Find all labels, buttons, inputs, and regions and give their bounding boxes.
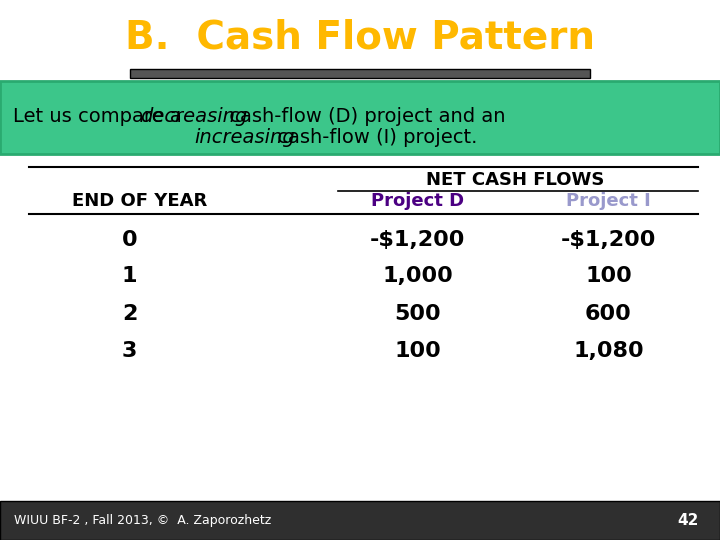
Text: B.  Cash Flow Pattern: B. Cash Flow Pattern [125, 19, 595, 57]
Text: 600: 600 [585, 304, 631, 325]
Text: 1,000: 1,000 [382, 266, 453, 287]
Text: 1: 1 [122, 266, 138, 287]
Text: WIUU BF-2 , Fall 2013, ©  A. Zaporozhetz: WIUU BF-2 , Fall 2013, © A. Zaporozhetz [14, 514, 271, 527]
Text: NET CASH FLOWS: NET CASH FLOWS [426, 171, 604, 189]
Text: END OF YEAR: END OF YEAR [72, 192, 207, 211]
Text: cash-flow (I) project.: cash-flow (I) project. [271, 128, 477, 147]
Text: 42: 42 [677, 513, 698, 528]
Text: 0: 0 [122, 230, 138, 251]
Text: -$1,200: -$1,200 [370, 230, 465, 251]
Text: cash-flow (D) project and an: cash-flow (D) project and an [223, 106, 505, 126]
FancyBboxPatch shape [0, 81, 720, 154]
Text: -$1,200: -$1,200 [561, 230, 656, 251]
Text: 3: 3 [122, 341, 138, 361]
Text: Project I: Project I [566, 192, 651, 211]
FancyBboxPatch shape [0, 501, 720, 540]
Text: increasing: increasing [194, 128, 295, 147]
Text: 2: 2 [122, 304, 138, 325]
Text: Project D: Project D [371, 192, 464, 211]
Text: 500: 500 [395, 304, 441, 325]
FancyBboxPatch shape [130, 69, 590, 78]
Text: Let us compare a: Let us compare a [13, 106, 188, 126]
Text: 1,080: 1,080 [573, 341, 644, 361]
Text: 100: 100 [395, 341, 441, 361]
Text: 100: 100 [585, 266, 631, 287]
Text: decreasing: decreasing [140, 106, 247, 126]
